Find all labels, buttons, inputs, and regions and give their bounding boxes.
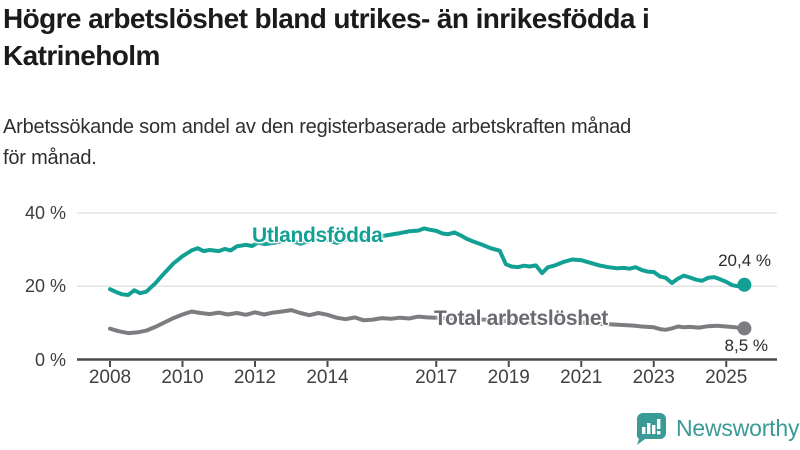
series-end-dot-0 — [737, 277, 752, 292]
series-label-utlandsfodda: Utlandsfödda — [252, 224, 383, 247]
logo-bar-medium — [647, 423, 651, 434]
logo-bar-small — [642, 427, 646, 434]
y-axis-tick-label-40: 40 % — [24, 203, 66, 223]
logo-bar-tall — [652, 425, 656, 434]
x-axis-tick-label-2014: 2014 — [306, 367, 349, 388]
y-axis-tick-label-20: 20 % — [24, 276, 66, 297]
x-axis-tick-label-2021: 2021 — [560, 367, 603, 388]
chart-subtitle: Arbetssökande som andel av den registerb… — [3, 112, 798, 174]
logo-exclamation-dot — [657, 431, 661, 435]
chart-subtitle-line1: Arbetssökande som andel av den registerb… — [3, 116, 632, 138]
x-axis-tick-label-2010: 2010 — [161, 367, 204, 388]
series-line-0 — [108, 226, 747, 297]
chart-subtitle-line2: för månad. — [3, 147, 97, 169]
y-axis-tick-label-0: 0 % — [34, 349, 66, 370]
logo-exclamation-bar — [657, 419, 661, 429]
end-value-label-total: 8,5 % — [724, 336, 768, 355]
end-value-label-utlandsfodda: 20,4 % — [718, 251, 771, 270]
newsworthy-logo-text: Newsworthy — [676, 414, 800, 441]
newsworthy-logo-icon — [636, 413, 666, 445]
x-axis-tick-label-2017: 2017 — [415, 367, 458, 388]
x-axis-tick-label-2023: 2023 — [632, 367, 675, 388]
x-axis-tick-label-2012: 2012 — [233, 367, 277, 388]
newsworthy-logo[interactable]: Newsworthy — [634, 411, 799, 445]
series-line-1 — [108, 308, 747, 336]
page-title-line1: Högre arbetslöshet bland utrikes- än inr… — [3, 3, 650, 34]
page-title-line2: Katrineholm — [3, 40, 160, 71]
page-title: Högre arbetslöshet bland utrikes- än inr… — [3, 0, 798, 74]
x-axis-tick-label-2019: 2019 — [487, 367, 530, 388]
x-axis-tick-label-2025: 2025 — [705, 367, 748, 388]
series-label-total-arbetsloshet: Total arbetslöshet — [434, 307, 608, 330]
series-end-dot-1 — [737, 321, 752, 336]
x-axis-tick-label-2008: 2008 — [88, 367, 132, 388]
